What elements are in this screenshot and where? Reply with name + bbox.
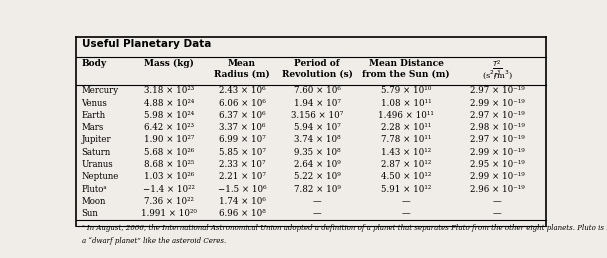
Text: 2.21 × 10⁷: 2.21 × 10⁷ <box>219 172 265 181</box>
Text: a “dwarf planet” like the asteroid Ceres.: a “dwarf planet” like the asteroid Ceres… <box>81 237 226 245</box>
Text: $\mathit{\frac{T^2}{r^3}}$: $\mathit{\frac{T^2}{r^3}}$ <box>492 59 503 80</box>
Text: 2.64 × 10⁹: 2.64 × 10⁹ <box>294 160 341 169</box>
Text: 3.18 × 10²³: 3.18 × 10²³ <box>144 86 194 95</box>
Text: Earth: Earth <box>81 111 106 120</box>
Text: Body: Body <box>81 59 107 68</box>
Text: Useful Planetary Data: Useful Planetary Data <box>81 39 211 49</box>
Text: 3.156 × 10⁷: 3.156 × 10⁷ <box>291 111 343 120</box>
Text: 2.97 × 10⁻¹⁹: 2.97 × 10⁻¹⁹ <box>470 86 524 95</box>
Text: Venus: Venus <box>81 99 107 108</box>
Text: 2.97 × 10⁻¹⁹: 2.97 × 10⁻¹⁹ <box>470 135 524 144</box>
Text: Sun: Sun <box>81 209 98 218</box>
Text: 2.43 × 10⁶: 2.43 × 10⁶ <box>219 86 265 95</box>
Text: —: — <box>313 197 321 206</box>
Text: 2.99 × 10⁻¹⁹: 2.99 × 10⁻¹⁹ <box>470 99 524 108</box>
Text: 5.85 × 10⁷: 5.85 × 10⁷ <box>219 148 265 157</box>
Text: 8.68 × 10²⁵: 8.68 × 10²⁵ <box>144 160 195 169</box>
Text: 7.60 × 10⁶: 7.60 × 10⁶ <box>294 86 341 95</box>
Text: Mars: Mars <box>81 123 104 132</box>
Text: 6.06 × 10⁶: 6.06 × 10⁶ <box>219 99 265 108</box>
Text: 5.98 × 10²⁴: 5.98 × 10²⁴ <box>144 111 194 120</box>
Text: 4.88 × 10²⁴: 4.88 × 10²⁴ <box>144 99 194 108</box>
Text: 3.74 × 10⁸: 3.74 × 10⁸ <box>294 135 341 144</box>
Text: 1.991 × 10²⁰: 1.991 × 10²⁰ <box>141 209 197 218</box>
Text: Period of
Revolution (s): Period of Revolution (s) <box>282 59 353 78</box>
Text: 1.74 × 10⁶: 1.74 × 10⁶ <box>219 197 265 206</box>
Text: 2.33 × 10⁷: 2.33 × 10⁷ <box>219 160 265 169</box>
Text: 6.37 × 10⁶: 6.37 × 10⁶ <box>219 111 265 120</box>
Text: 2.99 × 10⁻¹⁹: 2.99 × 10⁻¹⁹ <box>470 148 524 157</box>
Text: (s$^2$/m$^3$): (s$^2$/m$^3$) <box>482 68 513 81</box>
Text: 5.68 × 10²⁶: 5.68 × 10²⁶ <box>144 148 194 157</box>
Text: 6.99 × 10⁷: 6.99 × 10⁷ <box>219 135 265 144</box>
Text: 2.96 × 10⁻¹⁹: 2.96 × 10⁻¹⁹ <box>470 185 524 194</box>
Text: Plutoᵃ: Plutoᵃ <box>81 185 107 194</box>
Text: −1.4 × 10²²: −1.4 × 10²² <box>143 185 195 194</box>
Text: 1.496 × 10¹¹: 1.496 × 10¹¹ <box>378 111 434 120</box>
Text: 7.82 × 10⁹: 7.82 × 10⁹ <box>294 185 341 194</box>
Text: Saturn: Saturn <box>81 148 110 157</box>
Text: 2.97 × 10⁻¹⁹: 2.97 × 10⁻¹⁹ <box>470 111 524 120</box>
Text: —: — <box>402 197 410 206</box>
Text: Mercury: Mercury <box>81 86 118 95</box>
Text: 2.99 × 10⁻¹⁹: 2.99 × 10⁻¹⁹ <box>470 172 524 181</box>
Text: ᵃ In August, 2006, the International Astronomical Union adopted a definition of : ᵃ In August, 2006, the International Ast… <box>81 224 607 232</box>
Text: —: — <box>493 197 501 206</box>
Text: 6.96 × 10⁸: 6.96 × 10⁸ <box>219 209 265 218</box>
Text: 5.91 × 10¹²: 5.91 × 10¹² <box>381 185 431 194</box>
Text: 4.50 × 10¹²: 4.50 × 10¹² <box>381 172 431 181</box>
Text: Mean
Radius (m): Mean Radius (m) <box>214 59 270 78</box>
Text: Mass (kg): Mass (kg) <box>144 59 194 68</box>
Text: 5.79 × 10¹⁰: 5.79 × 10¹⁰ <box>381 86 431 95</box>
Text: —: — <box>493 209 501 218</box>
Text: 7.36 × 10²²: 7.36 × 10²² <box>144 197 194 206</box>
Text: 9.35 × 10⁸: 9.35 × 10⁸ <box>294 148 341 157</box>
Text: 2.28 × 10¹¹: 2.28 × 10¹¹ <box>381 123 431 132</box>
Text: 7.78 × 10¹¹: 7.78 × 10¹¹ <box>381 135 431 144</box>
Text: 5.22 × 10⁹: 5.22 × 10⁹ <box>294 172 341 181</box>
Text: Uranus: Uranus <box>81 160 114 169</box>
Text: Jupiter: Jupiter <box>81 135 111 144</box>
Text: 1.94 × 10⁷: 1.94 × 10⁷ <box>294 99 341 108</box>
Text: Mean Distance
from the Sun (m): Mean Distance from the Sun (m) <box>362 59 450 78</box>
Text: 2.98 × 10⁻¹⁹: 2.98 × 10⁻¹⁹ <box>470 123 525 132</box>
Text: Moon: Moon <box>81 197 106 206</box>
Text: 3.37 × 10⁶: 3.37 × 10⁶ <box>219 123 265 132</box>
Text: —: — <box>313 209 321 218</box>
Text: 1.03 × 10²⁶: 1.03 × 10²⁶ <box>144 172 194 181</box>
Text: Neptune: Neptune <box>81 172 119 181</box>
Text: 1.08 × 10¹¹: 1.08 × 10¹¹ <box>381 99 431 108</box>
Text: 5.94 × 10⁷: 5.94 × 10⁷ <box>294 123 341 132</box>
Text: 2.95 × 10⁻¹⁹: 2.95 × 10⁻¹⁹ <box>470 160 524 169</box>
Text: −1.5 × 10⁶: −1.5 × 10⁶ <box>218 185 266 194</box>
Text: 1.90 × 10²⁷: 1.90 × 10²⁷ <box>144 135 195 144</box>
Text: 1.43 × 10¹²: 1.43 × 10¹² <box>381 148 431 157</box>
Text: 2.87 × 10¹²: 2.87 × 10¹² <box>381 160 431 169</box>
Text: —: — <box>402 209 410 218</box>
Text: 6.42 × 10²³: 6.42 × 10²³ <box>144 123 194 132</box>
